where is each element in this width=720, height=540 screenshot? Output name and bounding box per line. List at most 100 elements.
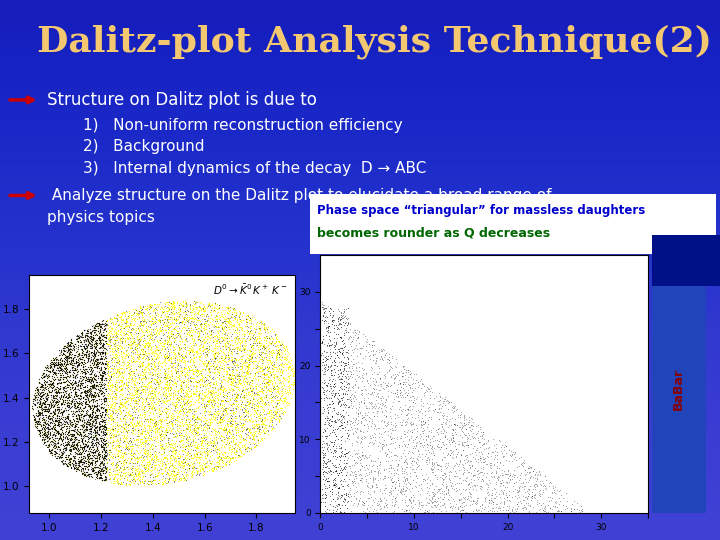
Point xyxy=(47,387,58,395)
Point xyxy=(145,377,156,386)
Point xyxy=(61,343,73,352)
Point xyxy=(156,475,168,483)
Point xyxy=(212,316,223,325)
Point xyxy=(196,437,207,445)
Point xyxy=(161,423,172,432)
Point xyxy=(426,494,438,502)
Point xyxy=(342,335,354,343)
Point xyxy=(98,440,109,448)
Point xyxy=(459,438,471,447)
Point xyxy=(112,310,124,319)
Point xyxy=(350,494,361,502)
Point xyxy=(67,368,78,376)
Point xyxy=(123,322,135,330)
Point xyxy=(220,345,232,353)
Point xyxy=(68,409,80,418)
Point xyxy=(86,458,98,467)
Point xyxy=(87,397,99,406)
Point xyxy=(133,338,145,347)
Point xyxy=(99,438,111,447)
Point xyxy=(498,467,510,475)
Point xyxy=(203,384,215,393)
Point xyxy=(328,428,340,436)
Point xyxy=(359,414,371,423)
Point xyxy=(170,387,181,395)
Point xyxy=(325,399,336,408)
Point xyxy=(364,438,375,447)
Point xyxy=(400,455,412,463)
Point xyxy=(183,464,194,472)
Point xyxy=(272,383,284,391)
Point xyxy=(225,421,237,429)
Point xyxy=(321,462,333,470)
Point xyxy=(268,423,279,431)
Point xyxy=(380,383,392,391)
Point xyxy=(216,382,228,391)
Point xyxy=(112,460,124,469)
Point xyxy=(366,340,378,349)
Point xyxy=(338,464,350,472)
Point xyxy=(448,408,459,417)
Point xyxy=(317,467,328,476)
Point xyxy=(168,389,179,397)
Point xyxy=(78,427,89,435)
Point xyxy=(101,376,112,384)
Point xyxy=(213,354,225,363)
Point xyxy=(131,457,143,466)
Point xyxy=(189,426,201,435)
Point xyxy=(250,353,261,362)
Point xyxy=(77,363,89,372)
Point xyxy=(30,422,41,430)
Point xyxy=(85,412,96,421)
Point xyxy=(171,363,182,372)
Point xyxy=(156,344,168,353)
Point xyxy=(37,433,49,441)
Point xyxy=(40,371,51,380)
Point xyxy=(407,383,418,392)
Point xyxy=(335,463,346,472)
Point xyxy=(62,403,73,411)
Point xyxy=(44,361,55,370)
Point xyxy=(103,426,114,434)
Point xyxy=(417,485,428,494)
Point xyxy=(67,343,78,352)
Point xyxy=(132,325,144,333)
Point xyxy=(120,393,132,401)
Point xyxy=(322,406,333,414)
Point xyxy=(249,346,261,354)
Point xyxy=(348,392,360,401)
Point xyxy=(57,435,68,444)
Point xyxy=(223,439,235,448)
Point xyxy=(50,396,61,405)
Point xyxy=(45,400,57,408)
Point xyxy=(177,300,189,309)
Point xyxy=(69,402,81,410)
Point xyxy=(176,323,188,332)
Point xyxy=(81,408,92,417)
Point xyxy=(217,374,229,383)
Point xyxy=(122,461,134,470)
Point xyxy=(40,433,51,441)
Point xyxy=(38,414,50,423)
Point xyxy=(172,387,184,395)
Point xyxy=(364,340,375,348)
Point xyxy=(225,417,237,426)
Point xyxy=(156,323,167,332)
Point xyxy=(426,495,438,504)
Point xyxy=(86,390,97,399)
Point xyxy=(358,382,369,390)
Point xyxy=(98,395,109,403)
Point xyxy=(86,455,97,464)
Point xyxy=(125,464,137,473)
Point xyxy=(211,352,222,361)
Point xyxy=(92,450,104,459)
Point xyxy=(403,396,415,404)
Point xyxy=(343,378,354,387)
Point xyxy=(234,413,246,421)
Point xyxy=(246,349,257,358)
Point xyxy=(43,412,55,421)
Point xyxy=(217,369,228,378)
Point xyxy=(66,459,78,468)
Point xyxy=(71,371,82,380)
Point xyxy=(226,387,238,395)
